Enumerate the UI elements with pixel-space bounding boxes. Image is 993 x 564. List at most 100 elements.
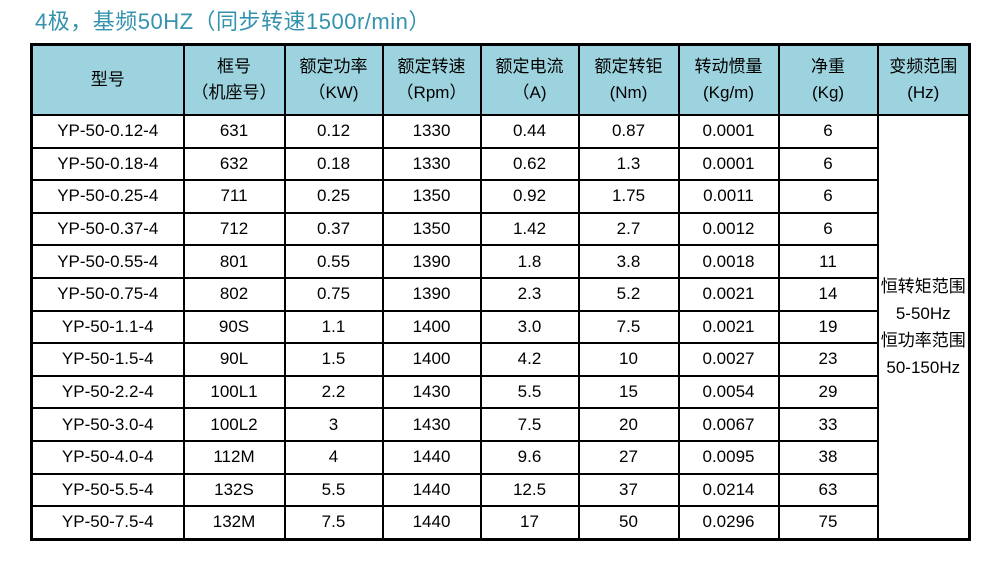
cell-current: 0.62	[479, 146, 580, 182]
cell-torque: 1.75	[577, 179, 680, 214]
cell-inertia: 0.0067	[677, 407, 780, 442]
table-row: YP-50-4.0-4 112M 4 1440 9.6 27 0.0095 38	[30, 439, 970, 475]
cell-model: YP-50-0.12-4	[30, 114, 185, 149]
cell-weight: 63	[777, 472, 879, 508]
cell-torque: 1.3	[577, 146, 680, 182]
cell-frame: 132M	[182, 505, 286, 541]
cell-speed: 1440	[381, 439, 482, 475]
frequency-range-line: 恒转矩范围	[880, 276, 966, 296]
cell-frame: 631	[182, 114, 286, 149]
cell-weight: 14	[777, 276, 879, 312]
cell-inertia: 0.0021	[677, 309, 780, 345]
cell-model: YP-50-4.0-4	[30, 439, 185, 475]
col-header-rated-speed: 额定转速 （Rpm）	[381, 43, 482, 116]
cell-speed: 1400	[381, 342, 482, 377]
cell-current: 0.92	[479, 179, 580, 214]
cell-torque: 2.7	[577, 211, 680, 247]
cell-inertia: 0.0054	[677, 374, 780, 410]
header-line: （机座号）	[191, 83, 277, 102]
table-row: YP-50-0.25-4 711 0.25 1350 0.92 1.75 0.0011 6	[30, 179, 970, 214]
table-row: YP-50-1.1-4 90S 1.1 1400 3.0 7.5 0.0021 19	[30, 309, 970, 345]
cell-inertia: 0.0011	[677, 179, 780, 214]
cell-model: YP-50-0.75-4	[30, 276, 185, 312]
cell-model: YP-50-0.55-4	[30, 244, 185, 279]
header-line: (Hz)	[907, 83, 940, 102]
cell-power: 4	[283, 439, 384, 475]
cell-frame: 132S	[182, 472, 286, 508]
cell-torque: 3.8	[577, 244, 680, 279]
col-header-net-weight: 净重 (Kg)	[777, 43, 879, 116]
cell-model: YP-50-1.1-4	[30, 309, 185, 345]
cell-speed: 1430	[381, 374, 482, 410]
frequency-range-line: 50-150Hz	[886, 357, 961, 377]
cell-power: 0.37	[283, 211, 384, 247]
cell-speed: 1400	[381, 309, 482, 345]
cell-power: 2.2	[283, 374, 384, 410]
cell-speed: 1330	[381, 146, 482, 182]
col-header-inertia: 转动惯量 (Kg/m)	[677, 43, 780, 116]
col-header-frequency-range: 变频范围 (Hz)	[876, 43, 971, 116]
cell-torque: 0.87	[577, 114, 680, 149]
cell-weight: 6	[777, 114, 879, 149]
header-line: (Nm)	[609, 83, 648, 102]
cell-inertia: 0.0012	[677, 211, 780, 247]
cell-current: 9.6	[479, 439, 580, 475]
col-header-model: 型号	[30, 43, 185, 116]
table-row: YP-50-2.2-4 100L1 2.2 1430 5.5 15 0.0054 29	[30, 374, 970, 410]
page: 4极，基频50HZ（同步转速1500r/min） 型号 框号 （机座号） 额定功…	[30, 9, 971, 541]
cell-power: 1.5	[283, 342, 384, 377]
cell-inertia: 0.0021	[677, 276, 780, 312]
cell-speed: 1330	[381, 114, 482, 149]
cell-power: 5.5	[283, 472, 384, 508]
cell-torque: 20	[577, 407, 680, 442]
cell-weight: 38	[777, 439, 879, 475]
cell-torque: 15	[577, 374, 680, 410]
cell-frame: 802	[182, 276, 286, 312]
cell-weight: 11	[777, 244, 879, 279]
cell-current: 12.5	[479, 472, 580, 508]
cell-torque: 5.2	[577, 276, 680, 312]
header-line: （KW)	[308, 83, 359, 102]
cell-speed: 1440	[381, 505, 482, 541]
cell-power: 0.12	[283, 114, 384, 149]
cell-speed: 1350	[381, 179, 482, 214]
cell-power: 0.75	[283, 276, 384, 312]
cell-power: 7.5	[283, 505, 384, 541]
cell-power: 0.55	[283, 244, 384, 279]
header-line: 额定转钜	[594, 57, 663, 76]
cell-speed: 1390	[381, 276, 482, 312]
frequency-range-line: 恒功率范围	[880, 330, 966, 350]
cell-inertia: 0.0214	[677, 472, 780, 508]
table-row: YP-50-0.75-4 802 0.75 1390 2.3 5.2 0.0021 14	[30, 276, 970, 312]
cell-weight: 75	[777, 505, 879, 541]
header-line: 转动惯量	[694, 57, 763, 76]
table-row: YP-50-0.37-4 712 0.37 1350 1.42 2.7 0.0012 6	[30, 211, 970, 247]
header-line: 额定电流	[495, 57, 564, 76]
cell-inertia: 0.0027	[677, 342, 780, 377]
cell-power: 1.1	[283, 309, 384, 345]
cell-weight: 33	[777, 407, 879, 442]
table-row: YP-50-0.55-4 801 0.55 1390 1.8 3.8 0.0018 11	[30, 244, 970, 279]
table-row: YP-50-1.5-4 90L 1.5 1400 4.2 10 0.0027 23	[30, 342, 970, 377]
cell-weight: 6	[777, 211, 879, 247]
header-line: （Rpm）	[396, 83, 467, 102]
motor-spec-table: 型号 框号 （机座号） 额定功率 （KW) 额定转速 （Rpm） 额定电流	[30, 43, 971, 541]
cell-frequency-range-merged: 恒转矩范围 5-50Hz 恒功率范围 50-150Hz	[876, 113, 971, 541]
col-header-rated-power: 额定功率 （KW)	[283, 43, 384, 116]
cell-torque: 27	[577, 439, 680, 475]
header-line: (Kg)	[811, 83, 845, 102]
header-line: 变频范围	[889, 57, 958, 76]
header-line: 额定功率	[299, 57, 368, 76]
cell-current: 4.2	[479, 342, 580, 377]
cell-model: YP-50-0.18-4	[30, 146, 185, 182]
cell-frame: 632	[182, 146, 286, 182]
page-title: 4极，基频50HZ（同步转速1500r/min）	[35, 9, 431, 34]
cell-model: YP-50-1.5-4	[30, 342, 185, 377]
cell-model: YP-50-2.2-4	[30, 374, 185, 410]
header-line: 型号	[90, 70, 125, 89]
cell-frame: 711	[182, 179, 286, 214]
table-row: YP-50-0.12-4 631 0.12 1330 0.44 0.87 0.0001 6 恒转…	[30, 113, 971, 541]
cell-speed: 1430	[381, 407, 482, 442]
cell-inertia: 0.0095	[677, 439, 780, 475]
cell-frame: 90L	[182, 342, 286, 377]
